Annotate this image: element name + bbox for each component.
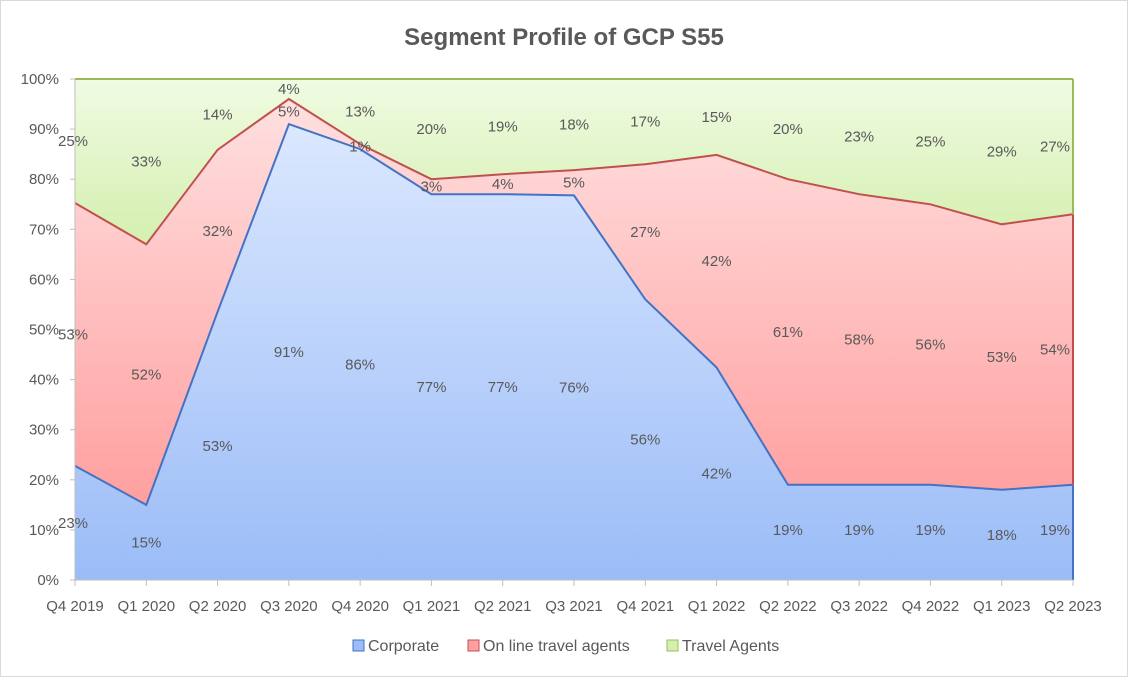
- data-label: 19%: [915, 522, 945, 539]
- legend-swatch: [352, 639, 365, 652]
- lines-layer: [74, 78, 1074, 580]
- data-label: 54%: [1040, 342, 1070, 359]
- data-label: 77%: [416, 379, 446, 396]
- y-tick-label: 70%: [29, 221, 59, 238]
- y-tick-label: 90%: [29, 121, 59, 138]
- data-label: 77%: [488, 379, 518, 396]
- data-label: 86%: [345, 357, 375, 374]
- data-label: 42%: [702, 253, 732, 270]
- data-label: 91%: [274, 344, 304, 361]
- data-label: 18%: [559, 117, 589, 134]
- y-tick-label: 20%: [29, 472, 59, 489]
- data-labels-layer: 23% 15% 53% 91% 86% 77% 77% 76% 56% 42% 19% 19% 19% 1…: [58, 81, 1070, 551]
- data-label: 58%: [844, 332, 874, 349]
- area-corporate: [75, 124, 1073, 580]
- area-on-line-travel-agents: [75, 99, 1073, 505]
- data-label: 20%: [773, 121, 803, 138]
- data-label: 29%: [987, 144, 1017, 161]
- area-travel-agents: [75, 79, 1073, 245]
- data-label: 4%: [492, 176, 514, 193]
- x-tick-label: Q2 2021: [474, 598, 532, 615]
- data-label: 33%: [131, 154, 161, 171]
- data-label: 53%: [987, 349, 1017, 366]
- legend: Corporate On line travel agents Travel Age…: [352, 638, 779, 655]
- data-label: 27%: [630, 224, 660, 241]
- y-tick-label: 50%: [29, 322, 59, 339]
- x-tick-label: Q1 2021: [403, 598, 461, 615]
- data-label: 20%: [416, 121, 446, 138]
- legend-label: On line travel agents: [483, 638, 630, 655]
- x-tick-label: Q4 2019: [46, 598, 104, 615]
- x-tick-label: Q3 2021: [545, 598, 603, 615]
- data-label: 19%: [844, 522, 874, 539]
- data-label: 4%: [278, 81, 300, 98]
- data-label: 18%: [987, 527, 1017, 544]
- axes-layer: 0% 10% 20% 30% 40% 50% 60% 70% 80% 90% 100% Q4 2019…: [21, 71, 1102, 615]
- legend-swatch: [467, 639, 480, 652]
- chart-title: Segment Profile of GCP S55: [404, 24, 724, 51]
- x-tick-label: Q1 2022: [688, 598, 746, 615]
- data-label: 61%: [773, 324, 803, 341]
- data-label: 56%: [630, 432, 660, 449]
- data-label: 42%: [702, 466, 732, 483]
- x-tick-label: Q1 2023: [973, 598, 1031, 615]
- data-label: 15%: [131, 534, 161, 551]
- x-tick-label: Q3 2020: [260, 598, 318, 615]
- data-label: 27%: [1040, 139, 1070, 156]
- x-tick-label: Q3 2022: [830, 598, 888, 615]
- data-label: 53%: [58, 326, 88, 343]
- data-label: 25%: [915, 134, 945, 151]
- data-label: 15%: [702, 109, 732, 126]
- line-on-line-travel-agents: [74, 97, 1074, 246]
- x-tick-label: Q4 2022: [902, 598, 960, 615]
- data-label: 19%: [1040, 522, 1070, 539]
- x-tick-label: Q2 2020: [189, 598, 247, 615]
- x-tick-label: Q1 2020: [118, 598, 176, 615]
- y-tick-label: 60%: [29, 271, 59, 288]
- x-tick-label: Q2 2023: [1044, 598, 1102, 615]
- data-label: 76%: [559, 380, 589, 397]
- y-tick-label: 40%: [29, 372, 59, 389]
- x-tick-label: Q2 2022: [759, 598, 817, 615]
- data-label: 23%: [844, 129, 874, 146]
- data-label: 14%: [203, 106, 233, 123]
- data-label: 53%: [203, 438, 233, 455]
- data-label: 5%: [563, 175, 585, 192]
- data-label: 19%: [488, 119, 518, 136]
- data-label: 5%: [278, 104, 300, 121]
- line-corporate: [74, 122, 1074, 507]
- data-label: 56%: [915, 337, 945, 354]
- areas-layer: [75, 79, 1073, 580]
- y-tick-label: 0%: [37, 572, 59, 589]
- y-tick-label: 10%: [29, 522, 59, 539]
- data-label: 19%: [773, 522, 803, 539]
- x-tick-label: Q4 2021: [617, 598, 675, 615]
- legend-swatch: [666, 639, 679, 652]
- data-label: 3%: [421, 179, 443, 196]
- y-tick-label: 30%: [29, 422, 59, 439]
- data-label: 32%: [203, 223, 233, 240]
- legend-label: Travel Agents: [682, 638, 779, 655]
- x-tick-label: Q4 2020: [331, 598, 389, 615]
- y-tick-label: 80%: [29, 171, 59, 188]
- y-tick-label: 100%: [21, 71, 59, 88]
- data-label: 1%: [349, 139, 371, 156]
- data-label: 25%: [58, 133, 88, 150]
- data-label: 23%: [58, 515, 88, 532]
- data-label: 13%: [345, 104, 375, 121]
- data-label: 17%: [630, 114, 660, 131]
- legend-label: Corporate: [368, 638, 439, 655]
- data-label: 52%: [131, 367, 161, 384]
